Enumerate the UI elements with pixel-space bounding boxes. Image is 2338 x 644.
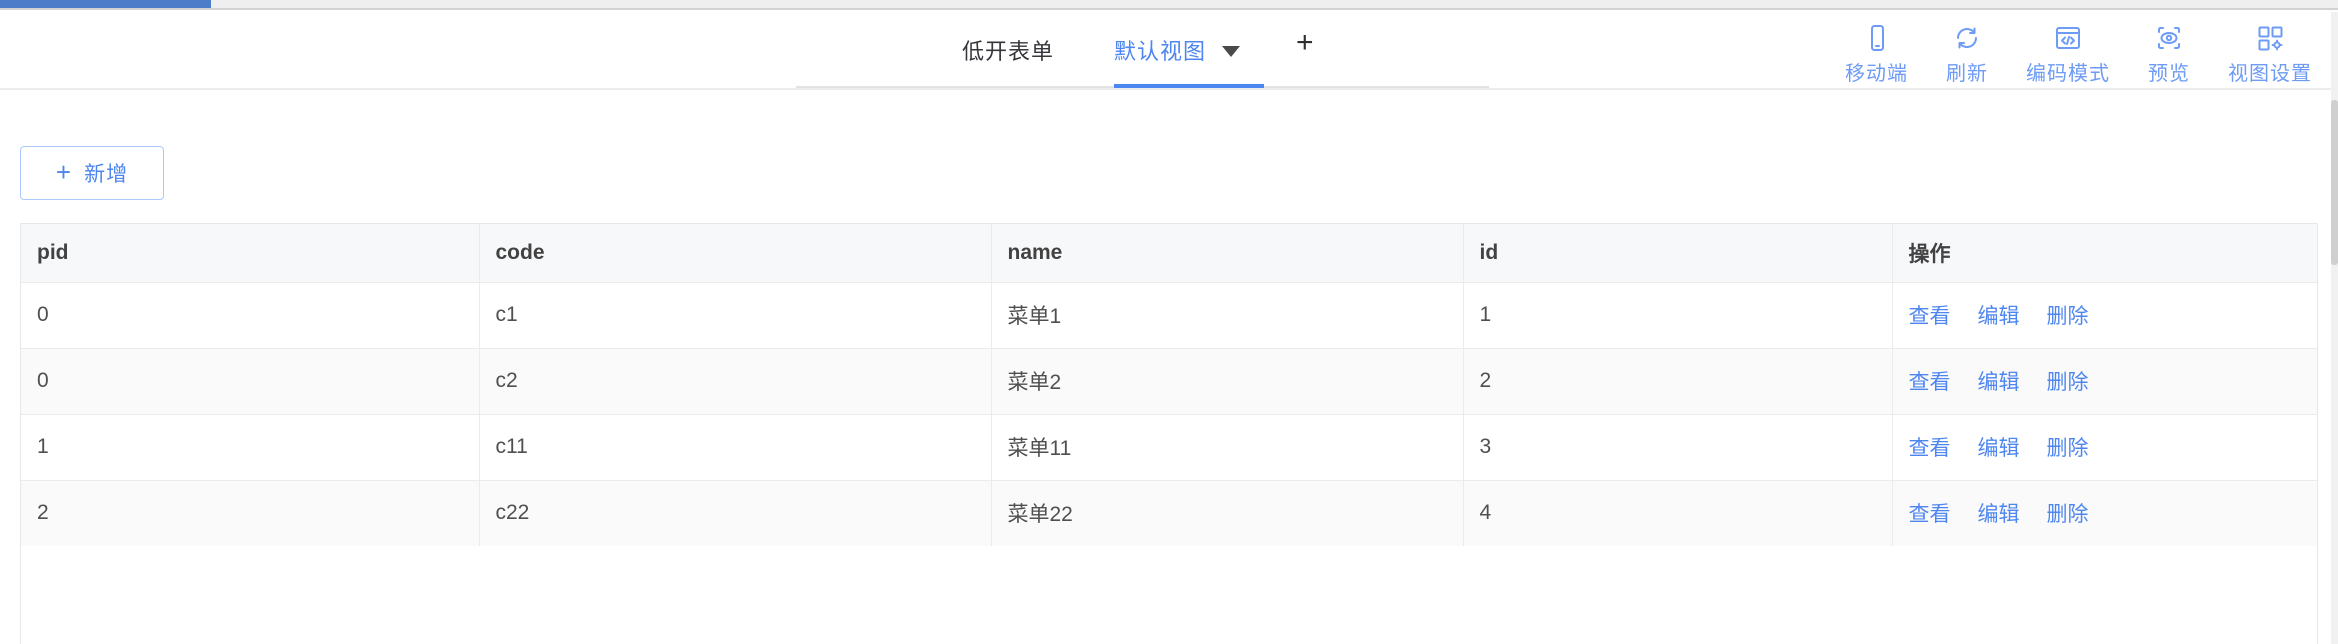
header-bar: 低开表单 默认视图 + 移动端 bbox=[0, 12, 2338, 90]
toolbar-item-label: 预览 bbox=[2148, 63, 2190, 85]
action-link-delete[interactable]: 删除 bbox=[2046, 305, 2089, 328]
cell-pid: 1 bbox=[21, 413, 480, 480]
add-view-button[interactable]: + bbox=[1296, 26, 1314, 59]
action-link-edit[interactable]: 编辑 bbox=[1977, 305, 2020, 328]
plus-icon: + bbox=[55, 157, 73, 187]
cell-id: 2 bbox=[1463, 347, 1893, 414]
action-link-edit[interactable]: 编辑 bbox=[1977, 371, 2020, 394]
action-link-view[interactable]: 查看 bbox=[1908, 437, 1951, 460]
column-header-actions: 操作 bbox=[1892, 224, 2317, 282]
table-header-row: pid code name id 操作 bbox=[21, 224, 2317, 282]
toolbar-item-refresh[interactable]: 刷新 bbox=[1946, 24, 1988, 86]
cell-name: 菜单1 bbox=[991, 281, 1464, 348]
cell-id: 4 bbox=[1463, 479, 1893, 546]
cell-actions: 查看 编辑 删除 bbox=[1892, 347, 2317, 414]
action-link-view[interactable]: 查看 bbox=[1908, 305, 1951, 328]
cell-id: 3 bbox=[1463, 413, 1893, 480]
action-link-edit[interactable]: 编辑 bbox=[1977, 437, 2020, 460]
action-link-delete[interactable]: 删除 bbox=[2046, 437, 2089, 460]
cell-name: 菜单2 bbox=[991, 347, 1464, 414]
active-tab-indicator bbox=[1114, 84, 1264, 88]
view-tabstrip: 低开表单 默认视图 + bbox=[796, 12, 1489, 88]
toolbar-item-view-settings[interactable]: 视图设置 bbox=[2228, 24, 2312, 86]
progress-bar bbox=[0, 0, 211, 8]
cell-name: 菜单11 bbox=[991, 413, 1464, 480]
vertical-scrollbar[interactable] bbox=[2331, 12, 2338, 644]
add-button-label: 新增 bbox=[84, 163, 129, 186]
action-link-delete[interactable]: 删除 bbox=[2046, 503, 2089, 527]
header-toolbar: 移动端 刷新 编码模式 bbox=[1845, 24, 2312, 86]
table-row: 2 c22 菜单22 4 查看 编辑 删除 bbox=[21, 479, 2317, 546]
refresh-icon bbox=[1956, 27, 1978, 49]
column-header-code: code bbox=[479, 224, 992, 282]
code-mode-icon bbox=[2056, 27, 2080, 49]
toolbar-item-code-mode[interactable]: 编码模式 bbox=[2026, 24, 2110, 86]
cell-id: 1 bbox=[1463, 281, 1893, 348]
toolbar-item-preview[interactable]: 预览 bbox=[2148, 24, 2190, 86]
toolbar-item-label: 刷新 bbox=[1946, 63, 1988, 85]
table-row: 0 c1 菜单1 1 查看 编辑 删除 bbox=[21, 281, 2317, 348]
table-row: 1 c11 菜单11 3 查看 编辑 删除 bbox=[21, 413, 2317, 480]
cell-pid: 2 bbox=[21, 479, 480, 546]
view-settings-icon bbox=[2258, 26, 2283, 51]
cell-actions: 查看 编辑 删除 bbox=[1892, 281, 2317, 348]
preview-icon bbox=[2158, 27, 2180, 49]
tab-default-view-label: 默认视图 bbox=[1114, 39, 1207, 64]
add-button[interactable]: + 新增 bbox=[20, 146, 164, 200]
cell-code: c1 bbox=[479, 281, 992, 348]
cell-name: 菜单22 bbox=[991, 479, 1464, 546]
cell-actions: 查看 编辑 删除 bbox=[1892, 413, 2317, 480]
cell-code: c11 bbox=[479, 413, 992, 480]
table-row: 0 c2 菜单2 2 查看 编辑 删除 bbox=[21, 347, 2317, 414]
cell-code: c2 bbox=[479, 347, 992, 414]
action-link-edit[interactable]: 编辑 bbox=[1977, 503, 2020, 527]
cell-actions: 查看 编辑 删除 bbox=[1892, 479, 2317, 546]
toolbar-item-label: 视图设置 bbox=[2228, 63, 2312, 85]
column-header-name: name bbox=[991, 224, 1464, 282]
toolbar-item-label: 编码模式 bbox=[2026, 63, 2110, 85]
action-link-view[interactable]: 查看 bbox=[1908, 503, 1951, 527]
toolbar-item-mobile[interactable]: 移动端 bbox=[1845, 24, 1908, 86]
scrollbar-thumb[interactable] bbox=[2331, 100, 2338, 265]
action-link-delete[interactable]: 删除 bbox=[2046, 371, 2089, 394]
tab-default-view[interactable]: 默认视图 bbox=[1114, 34, 1241, 66]
chevron-down-icon[interactable] bbox=[1222, 46, 1241, 57]
toolbar-item-label: 移动端 bbox=[1845, 63, 1908, 85]
data-table: pid code name id 操作 0 c1 菜单1 1 查看 编辑 删除 0 … bbox=[20, 223, 2318, 644]
browser-top-strip bbox=[0, 0, 2338, 10]
action-link-view[interactable]: 查看 bbox=[1908, 371, 1951, 394]
table-body: 0 c1 菜单1 1 查看 编辑 删除 0 c2 菜单2 2 查看 编辑 删除 1 c1… bbox=[21, 281, 2317, 546]
mobile-icon bbox=[1870, 25, 1884, 51]
column-header-pid: pid bbox=[21, 224, 480, 282]
cell-pid: 0 bbox=[21, 281, 480, 348]
cell-code: c22 bbox=[479, 479, 992, 546]
cell-pid: 0 bbox=[21, 347, 480, 414]
column-header-id: id bbox=[1463, 224, 1893, 282]
page-title: 低开表单 bbox=[962, 39, 1055, 64]
